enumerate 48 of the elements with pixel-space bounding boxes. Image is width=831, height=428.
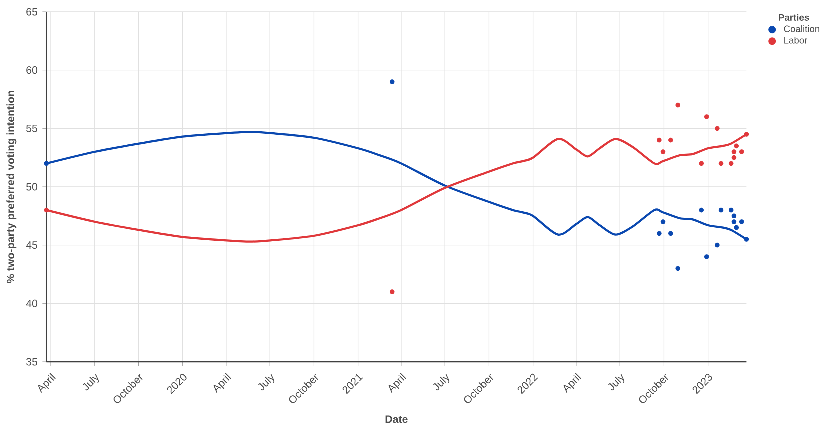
legend-label: Coalition (784, 26, 820, 32)
point (732, 220, 737, 224)
point (718, 161, 724, 166)
point (715, 126, 720, 132)
x-tick-label: July (258, 374, 275, 391)
point (718, 208, 724, 213)
point (732, 150, 737, 154)
x-tick-label: July (433, 374, 450, 391)
point (657, 231, 662, 236)
point (657, 138, 662, 143)
point (744, 237, 750, 242)
point (660, 220, 666, 224)
point (699, 161, 704, 166)
y-tick-label: 40 (26, 300, 38, 308)
y-tick-label: 55 (26, 124, 38, 132)
legend-label: Labor (784, 36, 808, 44)
y-tick-label: 45 (26, 242, 38, 250)
point (704, 254, 710, 260)
point (668, 231, 674, 236)
point (732, 214, 737, 219)
point (44, 161, 50, 166)
legend-title: Parties (779, 14, 810, 21)
x-axis-title: Date (386, 416, 408, 424)
point (734, 144, 740, 149)
point (676, 266, 681, 272)
y-axis-title: % two-party preferred voting intention (6, 91, 17, 284)
point (44, 208, 50, 213)
point (744, 132, 750, 137)
point (390, 290, 395, 294)
y-tick-label: 60 (26, 66, 38, 74)
point (728, 208, 734, 213)
x-tick-label: July (608, 374, 625, 391)
point (676, 102, 681, 108)
point (728, 161, 734, 166)
y-tick-label: 65 (26, 8, 38, 16)
point (715, 242, 720, 248)
y-tick-label: 50 (26, 183, 38, 191)
point (704, 114, 710, 120)
point (732, 155, 737, 160)
x-tick-label: July (82, 374, 100, 391)
point (739, 150, 744, 154)
point (660, 150, 666, 154)
y-tick-label: 35 (26, 358, 38, 366)
point (739, 220, 744, 224)
point (699, 208, 704, 213)
point (734, 225, 740, 230)
point (668, 138, 674, 143)
point (390, 80, 395, 84)
